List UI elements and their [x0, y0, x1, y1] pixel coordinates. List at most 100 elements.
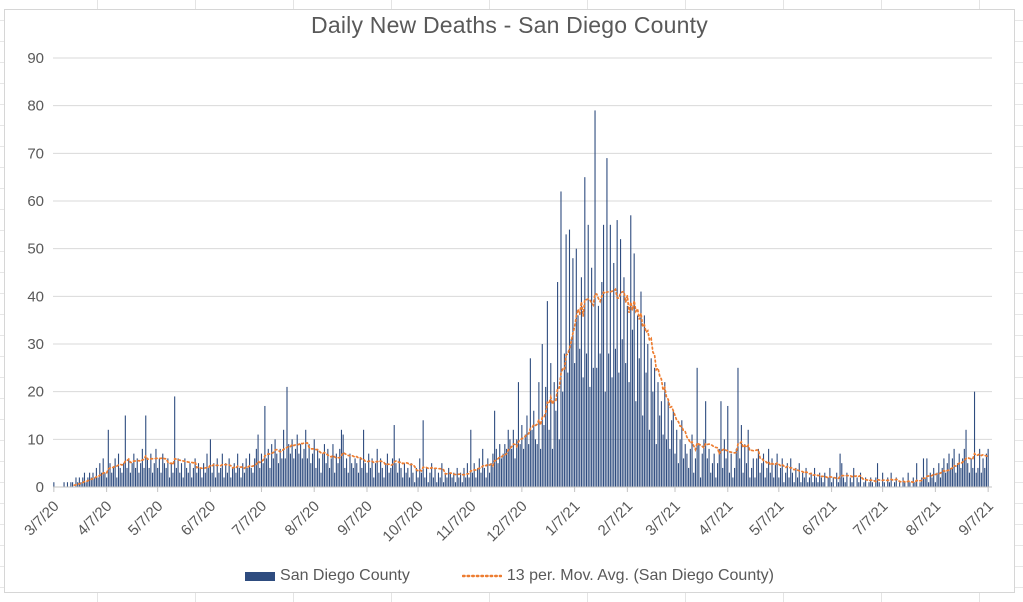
bar	[582, 377, 584, 487]
svg-text:6/7/20: 6/7/20	[178, 498, 220, 540]
bar	[711, 463, 713, 487]
bar	[427, 482, 429, 487]
bar	[752, 458, 754, 487]
bar	[985, 453, 987, 487]
bar	[443, 482, 445, 487]
bar	[968, 472, 970, 487]
bar	[972, 467, 974, 487]
bar	[197, 463, 200, 487]
bar	[956, 463, 959, 487]
bar	[398, 458, 400, 487]
bar	[337, 463, 339, 487]
bar	[488, 472, 491, 487]
bar	[80, 482, 82, 487]
bar	[832, 477, 834, 487]
bar	[104, 472, 106, 487]
bar	[717, 463, 719, 487]
bar	[323, 444, 325, 487]
bar	[106, 477, 108, 487]
bar	[808, 477, 811, 487]
bar	[335, 453, 337, 487]
bar	[941, 467, 943, 487]
bar	[512, 429, 514, 487]
bar	[243, 472, 245, 487]
bar	[851, 482, 853, 487]
bar	[342, 434, 344, 487]
bar	[728, 472, 731, 487]
bar	[150, 453, 152, 487]
svg-text:90: 90	[27, 50, 44, 67]
bar	[148, 467, 150, 487]
bar	[849, 477, 851, 487]
bar	[191, 477, 193, 487]
bar	[924, 477, 926, 487]
bar	[208, 467, 210, 487]
bar	[351, 463, 353, 487]
bar	[895, 477, 897, 487]
chart-object: Daily New Deaths - San Diego County 0 10 2…	[4, 9, 1015, 593]
bar	[756, 458, 758, 487]
bar	[669, 448, 671, 487]
bar	[391, 458, 394, 487]
legend-item-bars: San Diego County	[245, 567, 410, 585]
bar	[211, 472, 213, 487]
bar	[346, 458, 348, 487]
bar	[628, 382, 630, 487]
bar	[762, 453, 765, 487]
svg-text:3/7/21: 3/7/21	[642, 498, 684, 540]
bar	[386, 453, 388, 487]
bar	[725, 458, 727, 487]
bar	[369, 467, 371, 487]
svg-text:6/7/21: 6/7/21	[799, 498, 841, 540]
bar	[70, 482, 72, 487]
bar	[533, 410, 535, 487]
bar	[400, 467, 402, 487]
bar	[519, 444, 521, 487]
bar	[718, 448, 720, 487]
bar	[334, 472, 336, 487]
bar	[713, 453, 715, 487]
bar	[807, 482, 809, 487]
legend-label-moving-average: 13 per. Mov. Avg. (San Diego County)	[506, 567, 774, 584]
bar	[863, 482, 865, 487]
bar	[759, 472, 761, 487]
bar	[822, 482, 824, 487]
bar	[836, 472, 838, 487]
bar	[771, 458, 773, 487]
bar	[240, 477, 242, 487]
bar	[788, 477, 790, 487]
bar	[408, 477, 411, 487]
svg-text:80: 80	[27, 98, 44, 115]
bar	[592, 367, 594, 487]
bar	[361, 467, 363, 487]
bar	[698, 444, 700, 487]
svg-text:7/7/20: 7/7/20	[229, 498, 271, 540]
bar	[90, 477, 92, 487]
bar	[516, 439, 518, 487]
svg-text:0: 0	[36, 479, 44, 496]
bar	[681, 420, 683, 487]
bar	[92, 472, 94, 487]
bar	[943, 458, 945, 487]
bar	[645, 372, 647, 487]
bar	[475, 477, 477, 487]
bar	[907, 472, 909, 487]
chart-legend: San Diego County 13 per. Mov. Avg. (San …	[5, 567, 1014, 585]
bar	[745, 463, 748, 487]
bar	[492, 453, 494, 487]
bar	[221, 453, 223, 487]
bar	[381, 467, 383, 487]
bar	[945, 472, 947, 487]
bar	[468, 477, 470, 487]
bar	[975, 472, 977, 487]
bar	[402, 477, 404, 487]
bar	[664, 382, 666, 487]
bar	[980, 472, 982, 487]
bar	[410, 463, 412, 487]
bar	[514, 458, 516, 487]
bar	[490, 463, 492, 487]
bar	[730, 453, 732, 487]
bar	[638, 358, 640, 487]
bar	[226, 472, 228, 487]
svg-text:11/7/20: 11/7/20	[433, 498, 480, 545]
